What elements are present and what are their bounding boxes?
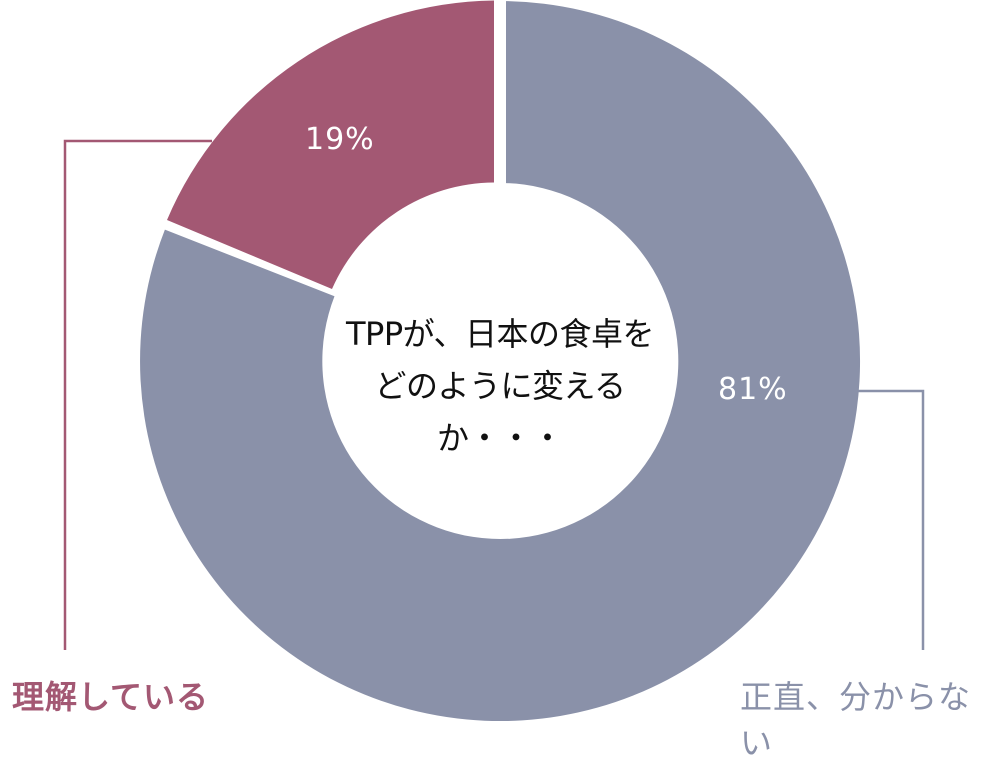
donut-center-text: TPPが、日本の食卓を どのように変えるか・・・ [325, 308, 675, 464]
center-text-line-1: TPPが、日本の食卓を [345, 315, 655, 353]
callout-line-unsure [858, 389, 925, 650]
legend-label-unsure: 正直、分からない [740, 678, 972, 762]
slice-value-unsure: 81% [718, 372, 788, 407]
slice-understand [167, 0, 494, 289]
center-text-line-2: どのように変えるか・・・ [374, 367, 626, 457]
slice-unsure [140, 1, 861, 722]
donut-chart [63, 0, 925, 722]
legend-label-understand: 理解している [12, 678, 210, 716]
callout-line-understand [63, 139, 212, 650]
slice-value-understand: 19% [305, 122, 375, 157]
